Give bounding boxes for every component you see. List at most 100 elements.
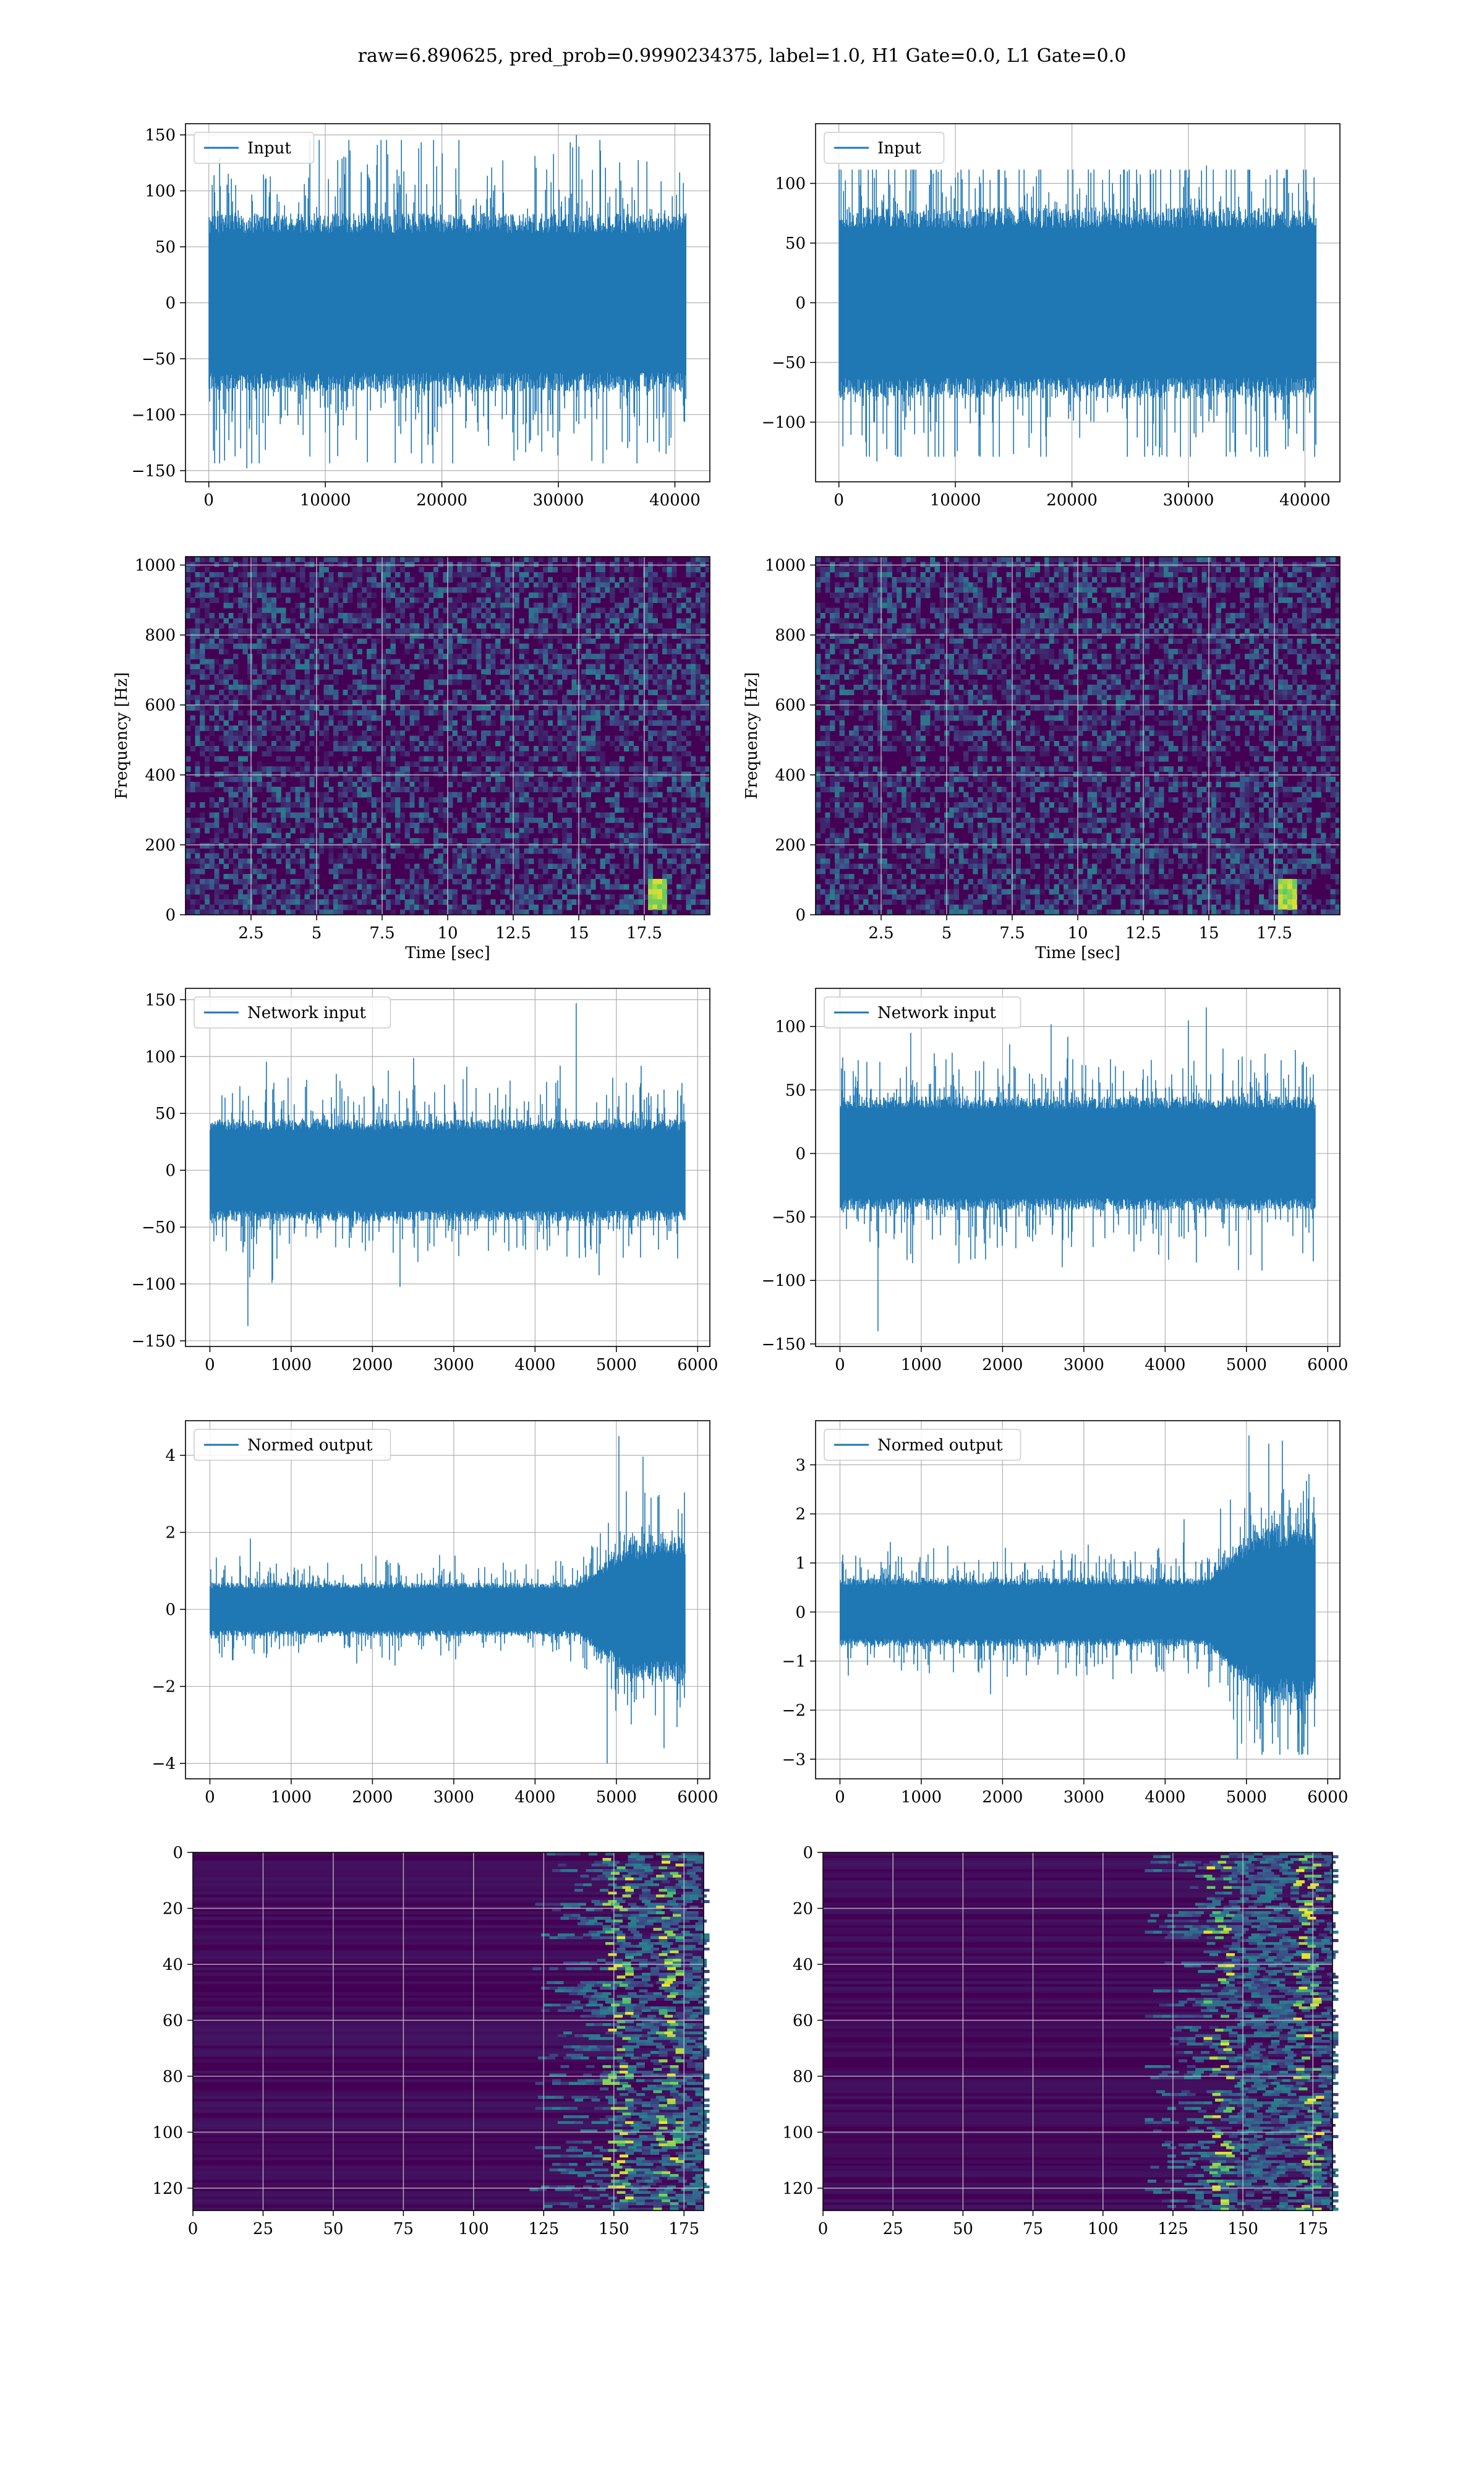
spectrogram-h1-cell	[562, 823, 568, 828]
spectrogram-h1-cell	[543, 837, 548, 844]
spectrogram-h1-cell	[214, 659, 220, 665]
spectrogram-h1-cell	[529, 735, 534, 742]
spectrogram-l1-cell	[872, 766, 878, 772]
spectrogram-h1-cell	[233, 735, 239, 742]
spectrogram-l1-cell	[858, 751, 864, 757]
spectrogram-h1-cell	[462, 873, 467, 880]
spectrogram-l1-cell	[844, 628, 850, 634]
spectrogram-h1-cell	[233, 899, 239, 905]
spectrogram-l1-cell	[834, 715, 840, 721]
spectrogram-h1-cell	[605, 899, 610, 905]
spectrogram-l1-cell	[868, 853, 874, 859]
spectrogram-h1-cell	[309, 684, 315, 690]
spectrogram-h1-cell	[571, 868, 577, 875]
spectrogram-h1-cell	[300, 848, 305, 854]
spectrogram-h1-cell	[647, 720, 654, 726]
spectrogram-h1-cell	[672, 730, 677, 737]
spectrogram-h1-cell	[681, 746, 686, 751]
spectrogram-h1-cell	[328, 582, 334, 588]
spectrogram-h1-cell	[228, 858, 234, 864]
spectrogram-h1-cell	[519, 643, 524, 649]
spectrogram-l1-cell	[834, 853, 840, 859]
spectrogram-h1-cell	[381, 567, 386, 573]
spectrogram-l1-cell	[834, 899, 840, 905]
spectrogram-h1-cell	[619, 909, 625, 915]
spectrogram-h1-cell	[318, 740, 325, 747]
spectrogram-h1-cell	[700, 899, 706, 905]
spectrogram-h1-cell	[462, 690, 467, 695]
spectrogram-h1-cell	[381, 704, 386, 711]
spectrogram-h1-cell	[691, 720, 696, 726]
spectrogram-h1-cell	[357, 787, 362, 793]
spectrogram-l1-cell	[882, 567, 888, 573]
spectrogram-h1-cell	[366, 618, 372, 624]
spectrogram-l1-cell	[849, 638, 855, 644]
spectrogram-h1-cell	[385, 571, 391, 578]
spectrogram-h1-cell	[186, 848, 191, 854]
spectrogram-h1-cell	[638, 766, 644, 772]
spectrogram-h1-cell	[357, 618, 362, 624]
spectrogram-h1-cell	[543, 909, 548, 915]
spectrogram-h1-cell	[462, 674, 467, 680]
spectrogram-h1-cell	[524, 648, 529, 654]
spectrogram-h1-cell	[595, 571, 601, 578]
spectrogram-h1-cell	[295, 787, 301, 793]
spectrogram-l1-cell	[820, 704, 825, 711]
spectrogram-l1-cell	[877, 837, 883, 844]
spectrogram-h1-cell	[529, 592, 534, 598]
spectrogram-h1-cell	[281, 587, 286, 593]
spectrogram-h1-cell	[571, 623, 577, 629]
spectrogram-l1-cell	[882, 577, 888, 583]
spectrogram-h1-cell	[476, 690, 482, 695]
spectrogram-h1-cell	[452, 726, 458, 731]
spectrogram-h1-cell	[338, 904, 343, 910]
spectrogram-h1-cell	[485, 659, 491, 665]
spectrogram-h1-cell	[338, 833, 343, 839]
spectrogram-h1-cell	[262, 894, 267, 900]
spectrogram-l1-cell	[877, 858, 883, 864]
spectrogram-l1-cell	[877, 797, 883, 803]
spectrogram-h1-cell	[500, 787, 506, 793]
spectrogram-l1-cell	[858, 684, 864, 690]
spectrogram-h1-cell	[323, 843, 329, 849]
spectrogram-h1-cell	[476, 582, 482, 588]
spectrogram-h1-cell	[267, 843, 272, 849]
spectrogram-h1-cell	[338, 792, 343, 798]
spectrogram-h1-cell	[700, 792, 706, 798]
spectrogram-h1-cell	[228, 726, 234, 731]
spectrogram-h1-cell	[190, 695, 195, 701]
spectrogram-h1-cell	[295, 812, 301, 818]
spectrogram-h1-cell	[209, 700, 215, 706]
spectrogram-h1-cell	[395, 894, 401, 900]
spectrogram-h1-cell	[228, 704, 234, 711]
spectrogram-h1-cell	[595, 873, 601, 880]
spectrogram-l1-cell	[849, 751, 855, 757]
spectrogram-l1-cell	[816, 669, 821, 675]
spectrogram-h1-cell	[414, 894, 420, 900]
spectrogram-h1-cell	[662, 868, 668, 875]
spectrogram-h1-cell	[452, 828, 458, 834]
spectrogram-h1-cell	[657, 904, 663, 910]
spectrogram-h1-cell	[610, 562, 615, 568]
spectrogram-h1-cell	[338, 761, 343, 767]
spectrogram-h1-cell	[600, 761, 605, 767]
spectrogram-h1-cell	[614, 776, 620, 782]
spectrogram-h1-cell	[290, 562, 296, 568]
spectrogram-h1-cell	[290, 787, 296, 793]
spectrogram-h1-cell	[676, 766, 682, 772]
spectrogram-h1-cell	[333, 726, 339, 731]
spectrogram-l1-cell	[872, 638, 878, 644]
spectrogram-h1-cell	[490, 562, 496, 568]
spectrogram-h1-cell	[262, 863, 267, 870]
spectrogram-h1-cell	[247, 613, 253, 618]
spectrogram-h1-cell	[204, 843, 210, 849]
spectrogram-h1-cell	[566, 567, 572, 573]
spectrogram-h1-cell	[390, 751, 396, 757]
spectrogram-h1-cell	[610, 618, 615, 624]
spectrogram-h1-cell	[566, 654, 572, 660]
spectrogram-h1-cell	[581, 613, 587, 618]
spectrogram-h1-cell	[366, 735, 372, 742]
spectrogram-h1-cell	[657, 597, 663, 604]
spectrogram-h1-cell	[228, 633, 234, 639]
spectrogram-h1-cell	[204, 766, 210, 772]
